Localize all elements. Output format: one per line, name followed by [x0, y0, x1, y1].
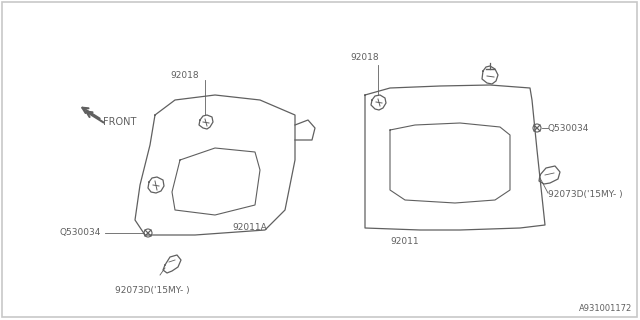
Text: 92073D('15MY- ): 92073D('15MY- ) [115, 285, 189, 294]
Text: 92011: 92011 [390, 237, 419, 246]
Text: 92011A: 92011A [232, 223, 267, 233]
Text: Q530034: Q530034 [60, 228, 101, 237]
Text: 92073D('15MY- ): 92073D('15MY- ) [548, 190, 623, 199]
Text: 92018: 92018 [171, 70, 199, 79]
Text: FRONT: FRONT [103, 117, 136, 127]
Text: Q530034: Q530034 [548, 124, 589, 132]
Text: 92018: 92018 [350, 53, 379, 62]
Text: A931001172: A931001172 [579, 304, 632, 313]
